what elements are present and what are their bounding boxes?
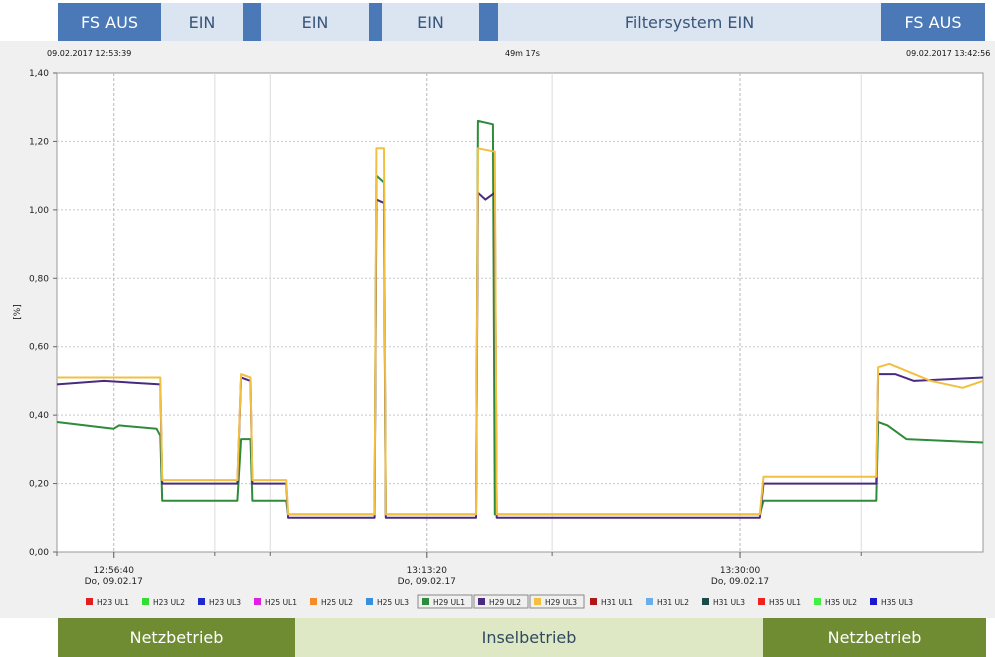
legend-label: H23 UL1 — [97, 598, 129, 607]
series-line — [57, 147, 984, 516]
y-tick-label: 1,20 — [29, 137, 49, 147]
legend-label: H29 UL3 — [545, 598, 577, 607]
legend-label: H23 UL2 — [153, 598, 185, 607]
legend-item-frame — [473, 594, 529, 609]
y-tick-label: 0,60 — [29, 343, 49, 353]
legend-label: H35 UL3 — [881, 598, 913, 607]
y-axis-label: [%] — [13, 304, 23, 320]
mode-netzbetrieb-right: Netzbetrieb — [763, 618, 986, 657]
legend: H23 UL1 H23 UL2 H23 UL3 H25 UL1 H25 UL2 H25 U… — [86, 594, 913, 609]
y-tick-label: 0,80 — [29, 274, 49, 284]
legend-swatch — [86, 598, 93, 605]
end-time: 09.02.2017 13:42:56 — [906, 49, 991, 58]
mode-label: Inselbetrieb — [481, 628, 577, 647]
status-label: EIN — [188, 12, 216, 32]
legend-swatch — [758, 598, 765, 605]
status-separator — [243, 3, 261, 41]
legend-label: H25 UL2 — [321, 598, 353, 607]
legend-label: H25 UL3 — [377, 598, 409, 607]
legend-swatch — [534, 598, 541, 605]
legend-swatch — [814, 598, 821, 605]
y-tick-label: 0,20 — [29, 480, 49, 490]
plot-area — [56, 72, 984, 553]
y-tick-label: 1,40 — [29, 69, 49, 79]
legend-item-frame — [529, 594, 585, 609]
duration: 49m 17s — [505, 49, 540, 58]
series-lines — [56, 119, 984, 519]
legend-label: H35 UL2 — [825, 598, 857, 607]
mode-netzbetrieb-left: Netzbetrieb — [58, 618, 295, 657]
legend-swatch — [142, 598, 149, 605]
legend-swatch — [310, 598, 317, 605]
status-ein-2: EIN — [261, 3, 369, 41]
status-label: EIN — [301, 12, 329, 32]
x-tick-time: 13:30:00 — [720, 566, 761, 576]
legend-label: H25 UL1 — [265, 598, 297, 607]
legend-swatch — [590, 598, 597, 605]
legend-swatch — [198, 598, 205, 605]
x-tick-date: Do, 09.02.17 — [85, 577, 143, 587]
y-axis: 0,00 0,20 0,40 0,60 0,80 1,00 1,20 1,40 — [29, 69, 57, 558]
legend-label: H23 UL3 — [209, 598, 241, 607]
legend-label: H31 UL2 — [657, 598, 689, 607]
legend-label: H29 UL2 — [489, 598, 521, 607]
y-tick-label: 0,00 — [29, 548, 49, 558]
mode-label: Netzbetrieb — [827, 628, 922, 647]
legend-item-frame — [417, 594, 473, 609]
start-time: 09.02.2017 12:53:39 — [47, 49, 132, 58]
x-tick-time: 12:56:40 — [94, 566, 135, 576]
status-label: EIN — [417, 12, 444, 32]
legend-label: H35 UL1 — [769, 598, 801, 607]
grid-lines — [57, 73, 983, 552]
status-fs-aus-left: FS AUS — [58, 3, 161, 41]
x-tick-date: Do, 09.02.17 — [398, 577, 456, 587]
legend-swatch — [478, 598, 485, 605]
status-fs-aus-right: FS AUS — [881, 3, 985, 41]
mode-inselbetrieb: Inselbetrieb — [295, 618, 763, 657]
legend-label: H31 UL1 — [601, 598, 633, 607]
status-ein-3: EIN — [382, 3, 479, 41]
x-tick-date: Do, 09.02.17 — [711, 577, 769, 587]
status-label: FS AUS — [81, 12, 138, 32]
status-label: FS AUS — [904, 12, 962, 32]
y-tick-label: 0,40 — [29, 411, 49, 421]
legend-label: H31 UL3 — [713, 598, 745, 607]
legend-swatch — [702, 598, 709, 605]
legend-swatch — [366, 598, 373, 605]
status-label: Filtersystem EIN — [624, 12, 755, 32]
y-tick-label: 1,00 — [29, 206, 49, 216]
legend-swatch — [870, 598, 877, 605]
mode-label: Netzbetrieb — [129, 628, 224, 647]
legend-swatch — [254, 598, 261, 605]
status-separator — [479, 3, 498, 41]
legend-swatch — [422, 598, 429, 605]
status-separator — [369, 3, 382, 41]
status-filtersystem-ein: Filtersystem EIN — [498, 3, 881, 41]
legend-swatch — [646, 598, 653, 605]
legend-label: H29 UL1 — [433, 598, 465, 607]
x-tick-time: 13:13:20 — [407, 566, 448, 576]
status-ein-1: EIN — [161, 3, 243, 41]
